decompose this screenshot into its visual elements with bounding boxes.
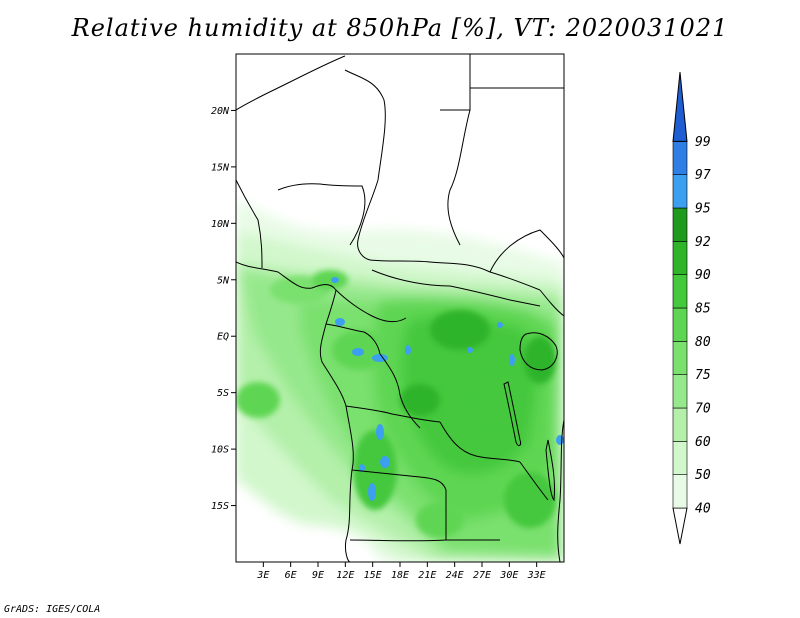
colorbar-segment <box>672 174 688 209</box>
colorbar-segment <box>672 474 688 509</box>
colorbar-label: 95 <box>695 202 711 217</box>
colorbar: 40 50 60 70 75 80 85 90 92 95 97 99 <box>672 71 711 545</box>
humidity-field <box>236 200 564 562</box>
lat-tick-label: EQ <box>217 332 229 343</box>
lon-tick-label: 6E <box>285 570 297 581</box>
border-niger-chad <box>357 179 379 261</box>
colorbar-label: 60 <box>695 435 711 450</box>
border-north-1 <box>236 55 346 111</box>
border-sudan-south <box>489 229 564 273</box>
lon-tick-label: 3E <box>256 570 269 581</box>
lon-tick-label: 21E <box>418 570 436 581</box>
colorbar-label: 50 <box>695 468 711 483</box>
lat-tick-label: 20N <box>211 106 230 117</box>
border-north-2 <box>344 69 386 181</box>
colorbar-label: 80 <box>695 335 711 350</box>
colorbar-label: 70 <box>695 402 711 417</box>
coastline-west <box>236 261 354 562</box>
lake-victoria <box>519 332 558 371</box>
colorbar-segment <box>672 141 688 175</box>
colorbar-segment <box>672 307 688 342</box>
colorbar-under-arrow <box>672 507 688 545</box>
lat-tick-label: 10S <box>211 445 229 456</box>
colorbar-segment <box>672 374 688 409</box>
border-car-drc <box>371 269 541 307</box>
colorbar-label: 40 <box>695 502 711 517</box>
lat-tick-label: 5N <box>217 275 230 286</box>
colorbar-segment <box>672 274 688 309</box>
colorbar-label: 85 <box>695 302 711 317</box>
lon-tick-label: 12E <box>336 570 354 581</box>
lat-tick-label: 15N <box>211 162 230 173</box>
colorbar-label: 90 <box>695 268 711 283</box>
border-congo-drc <box>379 353 421 429</box>
border-angola-south <box>351 469 447 540</box>
colorbar-label: 92 <box>695 235 711 250</box>
lon-tick-label: 18E <box>391 570 409 581</box>
border-angola-north <box>345 405 441 423</box>
border-westafrica <box>236 179 263 269</box>
colorbar-label: 75 <box>695 368 711 383</box>
border-east-1 <box>539 289 564 317</box>
border-nigeria <box>277 183 366 246</box>
map-title: Relative humidity at 850hPa [%], VT: 202… <box>71 14 729 42</box>
colorbar-segment <box>672 407 688 442</box>
colorbar-label: 99 <box>695 135 711 150</box>
lon-tick-label: 24E <box>446 570 464 581</box>
border-cameroon <box>335 289 407 323</box>
humidity-saturation-spots <box>331 277 564 501</box>
colorbar-segment <box>672 441 688 475</box>
lat-tick-label: 15S <box>211 501 229 512</box>
border-namibia <box>349 539 500 542</box>
humidity-layer-85 <box>401 315 540 474</box>
lake-tanganyika <box>503 381 521 447</box>
grads-credit: GrADS: IGES/COLA <box>4 604 101 615</box>
map-boundaries <box>236 54 564 562</box>
lon-tick-label: 15E <box>364 570 382 581</box>
border-gabon-congo <box>325 323 381 355</box>
lat-tick-label: 5S <box>217 388 229 399</box>
border-zambia <box>439 421 521 463</box>
coastline-east <box>557 419 564 562</box>
colorbar-over-arrow <box>672 71 688 142</box>
colorbar-label: 97 <box>695 168 711 183</box>
lon-tick-label: 33E <box>527 570 546 581</box>
lake-malawi <box>545 439 555 502</box>
colorbar-segment <box>672 341 688 375</box>
longitude-axis: 3E 6E 9E 12E 15E 18E 21E 24E 27E 30E 33E <box>256 562 546 581</box>
latitude-axis: 20N 15N 10N 5N EQ 5S 10S 15S <box>211 106 236 512</box>
border-car <box>369 259 541 291</box>
border-north-3 <box>440 54 471 111</box>
lat-tick-label: 10N <box>211 219 230 230</box>
colorbar-segment <box>672 207 688 242</box>
lon-tick-label: 9E <box>312 570 324 581</box>
border-east-2 <box>519 461 549 501</box>
colorbar-segment <box>672 241 688 275</box>
lon-tick-label: 30E <box>499 570 518 581</box>
lon-tick-label: 27E <box>473 570 491 581</box>
border-chad-sudan <box>447 109 471 246</box>
